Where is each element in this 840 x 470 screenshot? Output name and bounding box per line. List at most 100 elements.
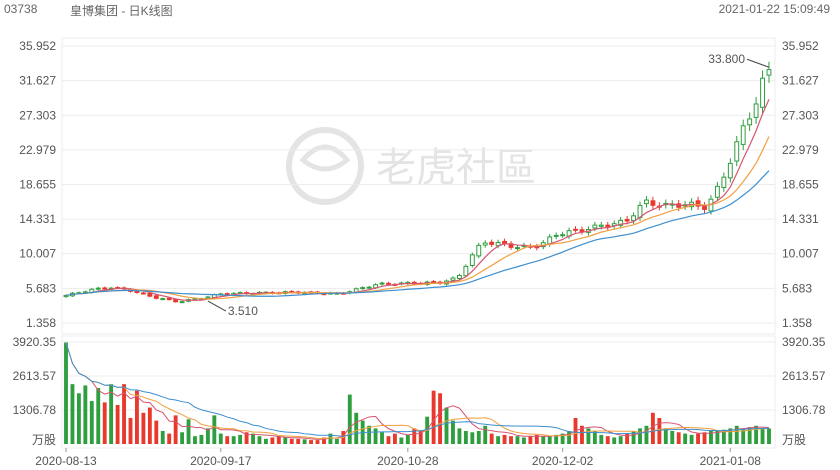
volume-bar <box>186 419 191 444</box>
volume-bar <box>483 425 488 444</box>
y-tick-right: 18.655 <box>782 178 819 192</box>
volume-bar <box>657 417 662 444</box>
volume-bar <box>702 432 707 444</box>
candle-body <box>160 298 166 301</box>
y-tick-right: 14.331 <box>782 212 819 226</box>
volume-bar <box>302 439 307 444</box>
candle-body <box>695 200 701 207</box>
volume-bar <box>457 428 462 444</box>
volume-bar <box>167 433 172 444</box>
candle-body <box>224 293 230 296</box>
volume-bar <box>193 436 197 444</box>
volume-bar <box>160 430 165 444</box>
y-tick-left: 35.952 <box>19 39 56 53</box>
volume-bar <box>380 432 384 444</box>
candle-body <box>753 103 759 118</box>
candle-body <box>360 287 366 290</box>
ma10-line <box>65 136 770 300</box>
volume-bar <box>476 430 481 444</box>
volume-bar <box>180 432 185 444</box>
volume-bar <box>322 437 326 444</box>
candle-body <box>476 244 482 257</box>
volume-bar <box>438 393 443 444</box>
price-frame <box>61 37 776 335</box>
volume-bar <box>141 412 146 444</box>
volume-bar <box>663 428 668 444</box>
volume-bar <box>670 430 675 444</box>
volume-bar <box>721 429 726 444</box>
candle-body <box>714 185 720 198</box>
candle-body <box>598 224 604 227</box>
volume-bar <box>238 434 243 444</box>
volume-bar <box>509 436 513 444</box>
y-tick-left: 14.331 <box>19 212 56 226</box>
volume-bar <box>270 437 275 444</box>
high-price-label: 33.800 <box>708 52 745 66</box>
candle-body <box>450 277 456 281</box>
volume-bar <box>625 433 630 444</box>
volume-bar <box>689 434 694 444</box>
volume-bar <box>638 428 642 444</box>
volume-bar <box>567 430 571 444</box>
volume-bar <box>122 384 126 444</box>
y-tick-right: 35.952 <box>782 39 819 53</box>
volume-bar <box>592 430 597 444</box>
volume-bar <box>541 436 546 444</box>
candle-body <box>766 69 772 76</box>
volume-bar <box>128 417 133 444</box>
volume-bar <box>399 437 404 444</box>
volume-bar <box>644 425 649 444</box>
volume-bar <box>586 428 591 444</box>
volume-bar <box>296 438 301 444</box>
volume-bar <box>89 401 94 444</box>
volume-bar <box>173 415 178 444</box>
watermark-logo: 老虎社區 <box>286 127 536 205</box>
volume-bar <box>154 420 159 444</box>
volume-bar <box>392 433 397 444</box>
x-tick-label: 2020-09-17 <box>190 454 252 468</box>
vol-tick-right: 3920.35 <box>782 335 826 349</box>
volume-bar <box>496 436 501 444</box>
volume-bar <box>618 436 623 444</box>
chart-header: 03738 皇博集团 - 日K线图 2021-01-22 15:09:49 <box>0 0 840 18</box>
stock-code: 03738 <box>4 2 38 16</box>
volume-bar <box>431 390 436 444</box>
volume-bar <box>334 438 339 444</box>
ma20-line <box>65 170 770 297</box>
low-price-label: 3.510 <box>228 304 258 318</box>
volume-bar <box>734 425 739 444</box>
volume-bar <box>70 384 75 444</box>
candle-body <box>727 162 733 179</box>
x-tick-label: 2020-12-02 <box>532 454 594 468</box>
x-tick-label: 2021-01-08 <box>700 454 762 468</box>
volume-bar <box>709 430 713 444</box>
vol-unit-left: 万股 <box>32 433 56 447</box>
y-tick-left: 22.979 <box>19 143 56 157</box>
watermark-icon <box>286 127 364 205</box>
volume-bar <box>354 412 359 444</box>
volume-bar <box>367 425 372 444</box>
volume-bar <box>102 402 107 444</box>
candle-body <box>489 241 495 245</box>
vol-tick-right: 2613.57 <box>782 369 826 383</box>
volume-bar <box>276 436 281 444</box>
volume-bar <box>528 436 533 444</box>
candle-body <box>140 292 146 295</box>
vol-unit-right: 万股 <box>782 433 806 447</box>
candle-body <box>592 224 598 229</box>
x-tick-label: 2020-10-28 <box>377 454 439 468</box>
volume-bar <box>199 434 204 444</box>
candle-body <box>153 295 159 299</box>
candle-body <box>515 247 520 250</box>
volume-bar <box>231 436 236 444</box>
volume-bar <box>251 433 255 444</box>
volume-bar <box>463 430 468 444</box>
volume-bar <box>741 428 746 444</box>
candle-body <box>102 287 108 290</box>
volume-bar <box>315 440 320 444</box>
volume-bar <box>244 432 249 444</box>
y-tick-left: 5.683 <box>26 281 56 295</box>
volume-bar <box>554 434 559 444</box>
volume-bar <box>257 436 262 444</box>
candle-body <box>747 118 753 126</box>
